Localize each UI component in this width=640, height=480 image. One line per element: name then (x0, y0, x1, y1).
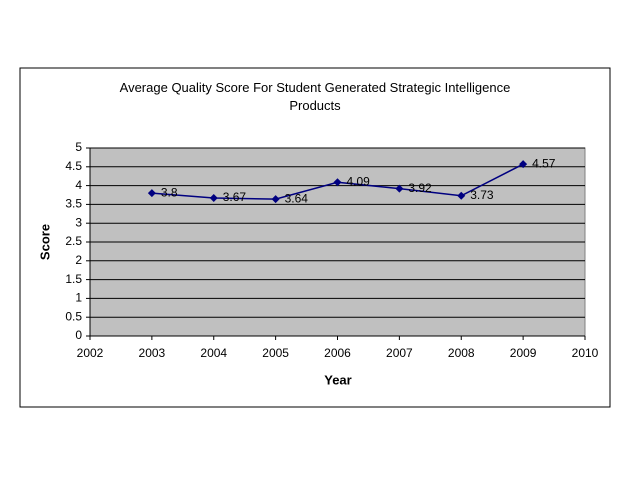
x-tick-label: 2010 (572, 346, 599, 360)
y-tick-label: 5 (75, 140, 82, 154)
y-tick-label: 2 (75, 253, 82, 267)
x-axis-label: Year (324, 372, 351, 387)
y-tick-label: 3.5 (65, 197, 82, 211)
x-tick-label: 2007 (386, 346, 413, 360)
data-label: 4.09 (347, 174, 371, 188)
data-label: 3.73 (470, 188, 494, 202)
y-tick-label: 1.5 (65, 272, 82, 286)
y-tick-label: 0 (75, 328, 82, 342)
y-tick-label: 4.5 (65, 159, 82, 173)
x-tick-label: 2003 (139, 346, 166, 360)
x-tick-label: 2004 (200, 346, 227, 360)
y-tick-label: 0.5 (65, 309, 82, 323)
data-label: 3.67 (223, 190, 247, 204)
data-label: 3.92 (408, 181, 432, 195)
y-tick-label: 1 (75, 291, 82, 305)
y-tick-label: 2.5 (65, 234, 82, 248)
data-label: 3.8 (161, 185, 178, 199)
x-tick-label: 2009 (510, 346, 537, 360)
data-point (147, 189, 156, 198)
x-tick-label: 2006 (324, 346, 351, 360)
data-point (209, 194, 218, 203)
data-point (457, 191, 466, 200)
data-label: 3.64 (285, 191, 309, 205)
y-axis-label: Score (37, 224, 52, 260)
data-point (519, 160, 528, 169)
x-tick-label: 2005 (262, 346, 289, 360)
data-point (395, 184, 404, 193)
data-point (271, 195, 280, 204)
x-tick-label: 2008 (448, 346, 475, 360)
chart-title: Average Quality Score For Student Genera… (119, 80, 511, 113)
data-point (333, 178, 342, 187)
y-tick-label: 3 (75, 215, 82, 229)
data-label: 4.57 (532, 156, 556, 170)
y-tick-label: 4 (75, 178, 82, 192)
x-tick-label: 2002 (77, 346, 104, 360)
